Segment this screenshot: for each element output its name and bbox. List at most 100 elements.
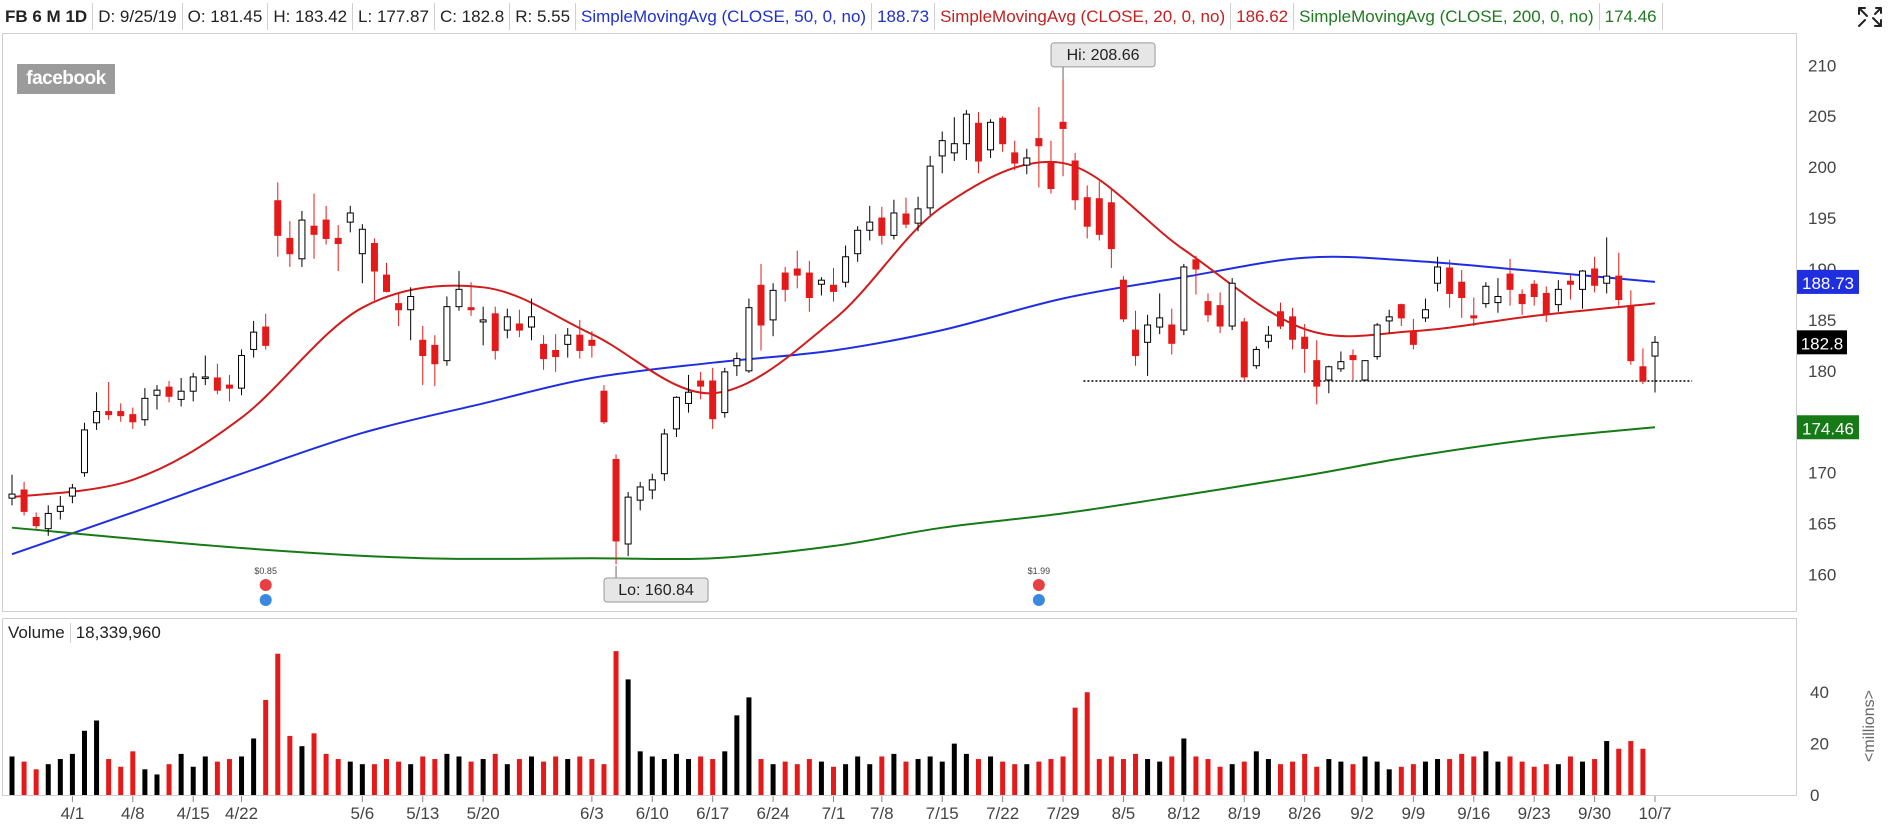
candle[interactable] [80,422,88,477]
candle[interactable] [1047,140,1055,194]
candle[interactable] [817,277,825,296]
candle[interactable] [467,282,475,316]
volume-bar[interactable] [806,759,812,795]
volume-bar[interactable] [1592,759,1598,795]
candle[interactable] [1289,307,1297,350]
candle[interactable] [1216,292,1224,334]
volume-bar[interactable] [263,699,269,795]
volume-bar[interactable] [1338,761,1344,795]
volume-bar[interactable] [142,769,148,795]
volume-bar[interactable] [154,774,160,795]
volume-bar[interactable] [577,756,583,795]
volume-bar[interactable] [275,653,281,795]
volume-bar[interactable] [444,753,450,795]
volume-bar[interactable] [1604,741,1610,795]
candle[interactable] [1168,308,1176,355]
candle[interactable] [697,371,705,400]
candle[interactable] [1035,107,1043,188]
volume-bar[interactable] [879,756,885,795]
volume-bar[interactable] [867,764,873,795]
volume-bar[interactable] [45,764,51,795]
volume-bar[interactable] [1398,766,1404,795]
volume-bar[interactable] [1265,759,1271,795]
candle[interactable] [1458,270,1466,318]
candle[interactable] [830,267,837,302]
volume-bar[interactable] [758,759,764,795]
volume-bar[interactable] [1326,759,1332,795]
candle[interactable] [1603,237,1611,294]
candle[interactable] [1627,290,1635,365]
volume-bar[interactable] [601,764,607,795]
candle[interactable] [1156,293,1164,335]
candle[interactable] [370,238,378,301]
sma200-study-label[interactable]: SimpleMovingAvg (CLOSE, 200, 0, no) [1294,3,1600,30]
volume-bar[interactable] [1422,761,1428,795]
candle[interactable] [1651,336,1659,393]
volume-bar[interactable] [903,761,909,795]
candle[interactable] [1506,258,1514,306]
volume-bar[interactable] [565,759,571,795]
volume-bar[interactable] [734,715,740,795]
sma20-study-label[interactable]: SimpleMovingAvg (CLOSE, 20, 0, no) [935,3,1232,30]
volume-bar[interactable] [1362,756,1368,795]
volume-bar[interactable] [649,756,655,795]
volume-bar[interactable] [722,751,728,795]
volume-bar[interactable] [553,756,559,795]
candle[interactable] [491,306,499,360]
candle[interactable] [709,367,717,429]
volume-bar[interactable] [1157,761,1163,795]
volume-bar[interactable] [118,766,124,795]
candle[interactable] [914,196,922,232]
candle[interactable] [552,334,560,372]
candle[interactable] [56,496,64,520]
volume-bar[interactable] [1483,751,1489,795]
volume-bar[interactable] [130,751,136,795]
candle[interactable] [1337,351,1345,372]
candle[interactable] [1530,280,1538,306]
candle[interactable] [431,335,439,387]
volume-bar[interactable] [166,764,172,795]
candle[interactable] [1276,302,1284,330]
volume-bar[interactable] [1145,759,1151,795]
candle[interactable] [443,296,451,366]
volume-bar[interactable] [1290,761,1296,795]
sma50-line[interactable] [11,255,1656,556]
candle[interactable] [902,197,910,229]
candle[interactable] [636,481,644,511]
volume-bar[interactable] [1120,759,1126,795]
volume-bar[interactable] [1048,759,1054,795]
volume-bar[interactable] [1447,759,1453,795]
candle[interactable] [1409,318,1417,350]
dividend-icon[interactable] [1032,579,1045,591]
candle[interactable] [878,206,886,245]
volume-bar[interactable] [1507,756,1513,795]
candle[interactable] [250,320,258,358]
candle[interactable] [721,367,729,418]
candle[interactable] [1482,282,1490,308]
volume-bar[interactable] [1459,753,1465,795]
volume-bar[interactable] [1072,707,1078,795]
candle[interactable] [177,377,185,407]
volume-bar[interactable] [1410,764,1416,795]
volume-bar[interactable] [1543,764,1549,795]
volume-bar[interactable] [915,759,921,795]
candle[interactable] [974,112,982,174]
volume-bar[interactable] [1241,761,1247,795]
volume-bar[interactable] [396,761,402,795]
candle[interactable] [515,309,523,338]
volume-bar[interactable] [94,720,100,796]
volume-bar[interactable] [1386,769,1392,795]
candle[interactable] [1470,297,1478,327]
candle[interactable] [44,505,52,536]
candle[interactable] [1566,275,1574,300]
candle[interactable] [1421,298,1429,322]
volume-bar[interactable] [1277,764,1283,795]
volume-bar[interactable] [504,764,510,795]
volume-bar[interactable] [818,761,824,795]
candle[interactable] [32,512,40,529]
volume-bar[interactable] [843,764,849,795]
candle[interactable] [745,298,753,373]
candle[interactable] [999,116,1007,152]
volume-bar[interactable] [106,759,112,795]
candle[interactable] [1446,259,1454,308]
